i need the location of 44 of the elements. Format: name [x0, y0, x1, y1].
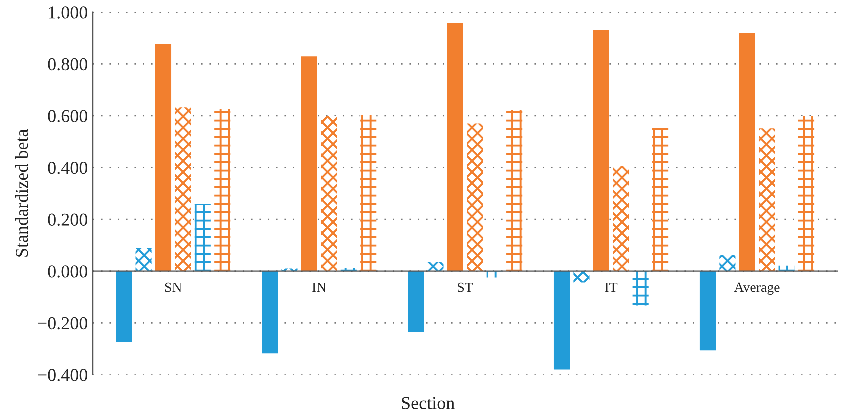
bar	[739, 33, 756, 272]
bar	[282, 268, 298, 272]
y-tick-label: 1.000	[49, 6, 88, 19]
bar	[360, 115, 377, 272]
x-tick-label: SN	[165, 282, 182, 292]
bar	[506, 110, 523, 272]
bar	[214, 109, 231, 272]
y-tick-label: −0.400	[38, 369, 88, 382]
bar	[262, 271, 278, 354]
bar	[408, 271, 424, 332]
bar	[652, 128, 669, 272]
y-tick-label: 0.200	[48, 214, 88, 226]
y-tick-label: 0.600	[48, 110, 88, 122]
x-tick-label: IN	[312, 282, 326, 292]
bar	[593, 30, 610, 272]
bar	[175, 108, 192, 272]
bar	[720, 256, 736, 272]
y-tick-label: −0.200	[38, 317, 88, 330]
y-tick-label: 0.800	[48, 58, 88, 71]
y-axis-title: Standardized beta	[15, 129, 28, 257]
bar	[116, 271, 132, 342]
y-tick-label: 0.000	[48, 266, 88, 278]
bar	[613, 166, 630, 272]
x-axis-title: Section	[402, 397, 455, 410]
bar	[798, 116, 815, 272]
y-tick-label: 0.400	[48, 162, 88, 174]
bar	[194, 204, 211, 272]
bar	[301, 56, 318, 272]
x-tick-label: IT	[605, 282, 618, 292]
bar	[554, 271, 570, 370]
bar	[574, 271, 590, 283]
bar	[321, 116, 338, 272]
x-tick-label: ST	[458, 282, 474, 292]
bar	[447, 23, 464, 272]
bar	[136, 248, 152, 272]
bar	[632, 271, 649, 306]
bar	[759, 128, 776, 272]
x-tick-label: Average	[734, 282, 780, 296]
bar	[155, 44, 172, 272]
bar	[428, 262, 444, 272]
bar	[778, 266, 795, 272]
bar	[700, 271, 716, 351]
bar	[467, 124, 484, 272]
bar	[486, 271, 503, 278]
